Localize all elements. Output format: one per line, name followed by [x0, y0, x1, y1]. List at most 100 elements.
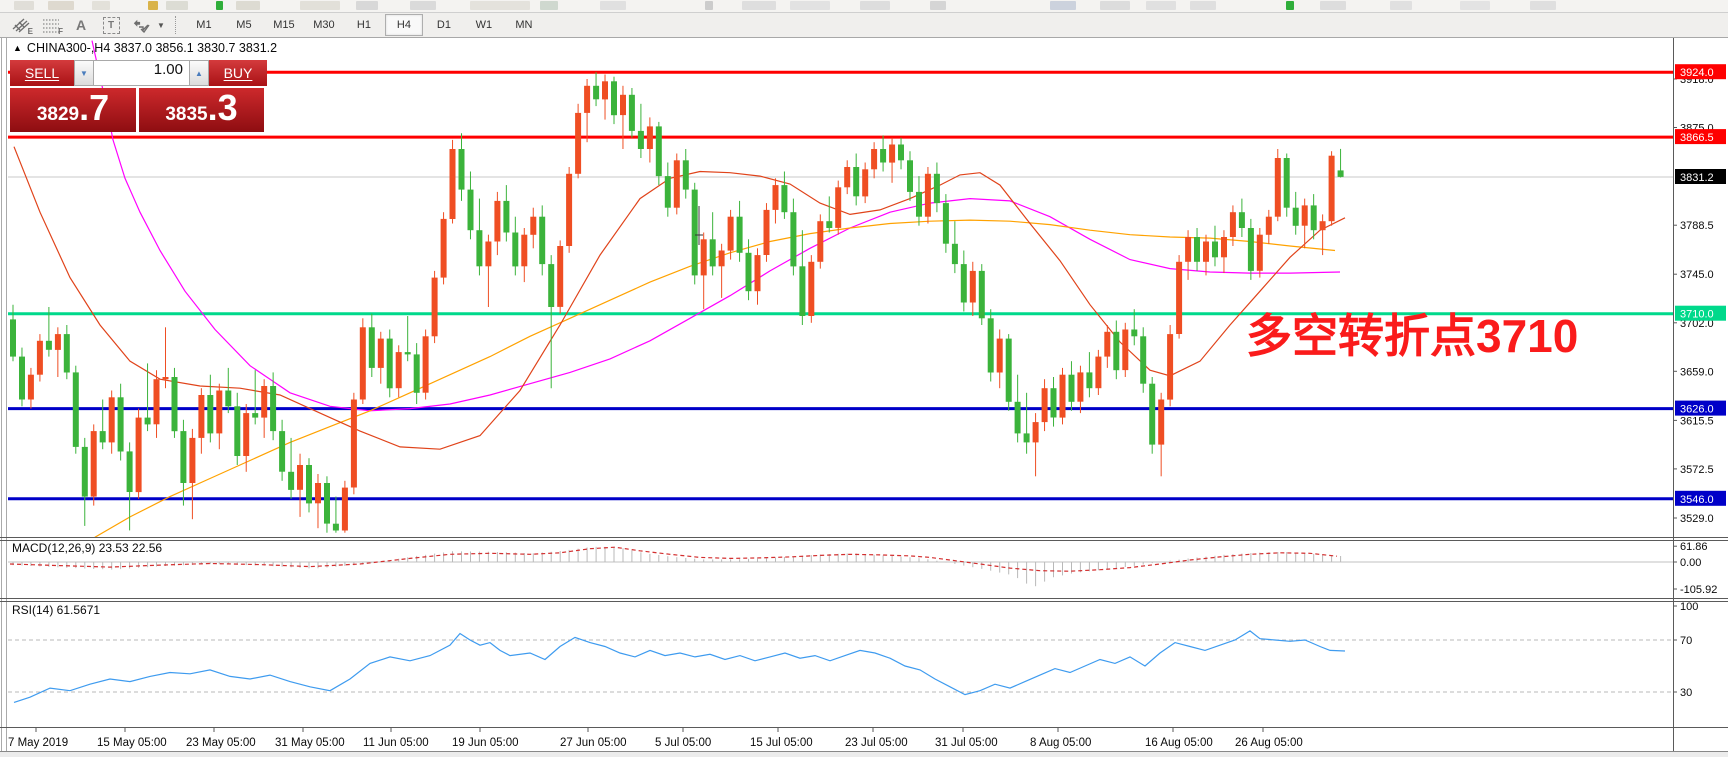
sell-price-fraction: .7: [79, 87, 110, 128]
cropped-toolbar-icon: [705, 1, 713, 10]
svg-text:3546.0: 3546.0: [1680, 494, 1714, 506]
macd-indicator-label: MACD(12,26,9) 23.53 22.56: [12, 541, 163, 555]
svg-text:3866.5: 3866.5: [1680, 132, 1714, 144]
price-annotation-text: 多空转折点3710: [1246, 310, 1579, 362]
macd-signal-line: [9, 546, 1338, 572]
cropped-toolbar-icon: [216, 1, 223, 10]
timeframe-button-D1[interactable]: D1: [436, 19, 451, 31]
cropped-toolbar-icon: [1460, 1, 1490, 10]
collapse-panel-arrow-icon[interactable]: ▲: [13, 43, 22, 53]
svg-text:3615.5: 3615.5: [1680, 415, 1714, 427]
svg-text:70: 70: [1680, 635, 1692, 647]
sell-price-main: 3829: [36, 104, 80, 125]
cropped-toolbar-icon: [790, 1, 830, 10]
svg-text:15 Jul 05:00: 15 Jul 05:00: [750, 737, 813, 749]
ma-mid-orange: [94, 219, 1336, 537]
horizontal-level-lines: [8, 70, 1673, 501]
svg-text:15 May 05:00: 15 May 05:00: [97, 737, 167, 749]
svg-text:23 May 05:00: 23 May 05:00: [186, 737, 256, 749]
svg-text:31 May 05:00: 31 May 05:00: [275, 737, 345, 749]
price-badge-3546.0: 3546.0: [1675, 490, 1726, 506]
text-label-icon[interactable]: A: [66, 14, 96, 36]
equidistant-channel-icon[interactable]: E: [6, 14, 36, 36]
svg-text:61.86: 61.86: [1680, 541, 1708, 553]
rsi-line: [13, 630, 1346, 703]
ma-slow-magenta: [91, 40, 1341, 412]
svg-text:3626.0: 3626.0: [1680, 404, 1714, 416]
timeframe-button-M15[interactable]: M15: [273, 19, 295, 31]
cropped-toolbar-icon: [14, 1, 34, 10]
buy-price-display[interactable]: 3835.3: [139, 88, 264, 132]
cropped-toolbar-icon: [600, 1, 626, 10]
timeframe-button-M30[interactable]: M30: [313, 19, 335, 31]
cropped-toolbar-icon: [1100, 1, 1130, 10]
symbol-ohlc-text: CHINA300-,H4 3837.0 3856.1 3830.7 3831.2: [26, 41, 278, 55]
svg-text:5 Jul 05:00: 5 Jul 05:00: [655, 737, 711, 749]
tool-sub-letter: F: [58, 27, 63, 36]
svg-text:3572.5: 3572.5: [1680, 464, 1714, 476]
volume-input[interactable]: 1.00: [94, 60, 189, 86]
sell-price-display[interactable]: 3829.7: [10, 88, 136, 132]
cropped-toolbar-icon: [356, 1, 378, 10]
cropped-toolbar-icon: [236, 1, 260, 10]
cropped-toolbar-icon: [300, 1, 340, 10]
svg-text:3918.0: 3918.0: [1680, 74, 1714, 86]
svg-text:3710.0: 3710.0: [1680, 309, 1714, 321]
svg-text:3831.2: 3831.2: [1680, 172, 1714, 184]
buy-price-fraction: .3: [207, 87, 238, 128]
price-badge-3866.5: 3866.5: [1675, 129, 1726, 145]
toolbar-separator: [174, 16, 177, 34]
timeframe-button-M5[interactable]: M5: [236, 19, 252, 31]
svg-text:0.00: 0.00: [1680, 557, 1701, 569]
timeframe-button-H1[interactable]: H1: [356, 19, 371, 31]
fibonacci-grid-icon[interactable]: F: [36, 14, 66, 36]
svg-text:3702.0: 3702.0: [1680, 318, 1714, 330]
cropped-toolbar-icon: [1190, 1, 1216, 10]
buy-button[interactable]: BUY: [209, 60, 267, 86]
svg-text:31 Jul 05:00: 31 Jul 05:00: [935, 737, 998, 749]
timeframe-button-MN[interactable]: MN: [515, 19, 533, 31]
cropped-toolbar-icon: [48, 1, 74, 10]
svg-text:7 May 2019: 7 May 2019: [8, 737, 68, 749]
buy-price-main: 3835: [165, 104, 208, 125]
svg-text:11 Jun 05:00: 11 Jun 05:00: [363, 737, 429, 749]
timeframe-button-H4[interactable]: H4: [384, 14, 423, 36]
tool-sub-letter: E: [27, 27, 33, 36]
svg-text:3659.0: 3659.0: [1680, 366, 1714, 378]
cropped-toolbar-icon: [1530, 1, 1556, 10]
rsi-indicator-label: RSI(14) 61.5671: [12, 603, 101, 617]
cropped-toolbar-icon: [1146, 1, 1176, 10]
candlestick-series: [10, 72, 1344, 533]
letter-t-glyph: T: [102, 16, 120, 34]
cropped-toolbar-icon: [92, 1, 110, 10]
svg-text:3745.0: 3745.0: [1680, 269, 1714, 281]
timeframe-button-W1[interactable]: W1: [475, 19, 493, 31]
sell-button[interactable]: SELL: [10, 60, 74, 86]
volume-increase-button[interactable]: ▲: [189, 60, 209, 86]
arrow-dropdown-caret[interactable]: ▼: [157, 20, 165, 30]
svg-text:-105.92: -105.92: [1680, 584, 1717, 596]
arrow-objects-icon[interactable]: [126, 14, 156, 36]
cropped-toolbar-icon: [540, 1, 558, 10]
price-badge-3831.2: 3831.2: [1675, 169, 1726, 184]
cropped-upper-toolbar: [0, 0, 1728, 13]
svg-text:19 Jun 05:00: 19 Jun 05:00: [452, 737, 519, 749]
price-axis: 3918.0 3875.0 3788.5 3745.0 3702.0 3659.0 3615…: [1673, 64, 1726, 699]
cropped-toolbar-icon: [166, 1, 188, 10]
price-badge-3710.0: 3710.0: [1675, 305, 1726, 321]
time-axis: 7 May 2019 15 May 05:00 23 May 05:00 31 May…: [8, 728, 1303, 749]
timeframe-button-M1[interactable]: M1: [196, 19, 212, 31]
volume-decrease-button[interactable]: ▼: [74, 60, 94, 86]
cropped-toolbar-icon: [930, 1, 946, 10]
cropped-toolbar-icon: [1320, 1, 1346, 10]
cropped-toolbar-icon: [410, 1, 436, 10]
cropped-toolbar-icon: [1286, 1, 1294, 10]
text-box-icon[interactable]: T: [96, 14, 126, 36]
chart-toolbar: E F A T: [0, 13, 1728, 38]
timeframe-buttons: M1 M5 M15 M30 H1 H4 D1 W1 MN: [185, 14, 543, 36]
svg-text:30: 30: [1680, 687, 1692, 699]
cropped-toolbar-icon: [860, 1, 890, 10]
svg-text:3788.5: 3788.5: [1680, 220, 1714, 232]
svg-text:100: 100: [1680, 601, 1698, 613]
